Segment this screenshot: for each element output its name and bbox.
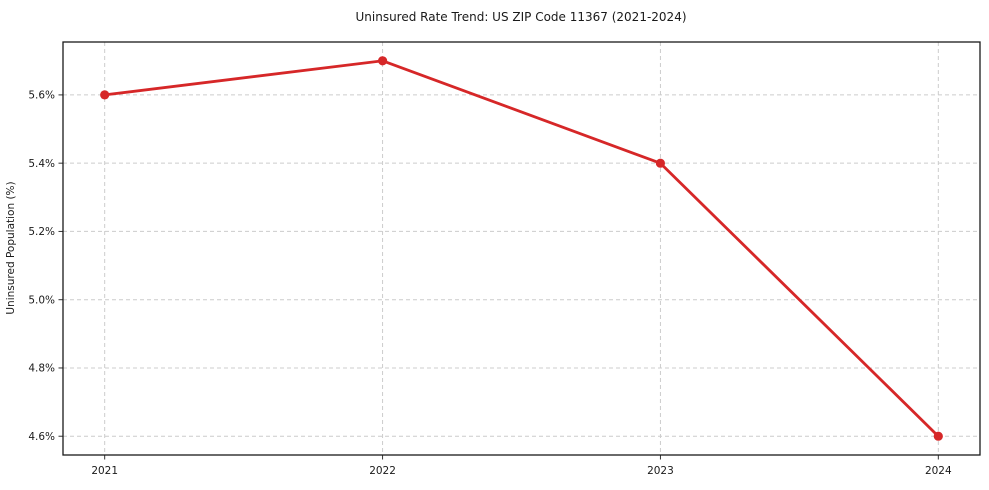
y-tick-label: 5.4%	[28, 158, 55, 170]
x-tick-label: 2022	[369, 465, 396, 477]
chart-canvas: 4.6% 4.8% 5.0% 5.2% 5.4% 5.6% 2021 2022 2023 2024	[28, 41, 981, 477]
y-tick-label: 4.6%	[28, 431, 55, 443]
x-tick-label: 2023	[647, 465, 674, 477]
y-tick-label: 5.2%	[28, 226, 55, 238]
plot-border	[62, 41, 981, 456]
data-point-marker	[655, 158, 666, 168]
data-point-marker	[100, 90, 110, 100]
y-tick-label: 5.0%	[28, 294, 55, 306]
y-tick-label: 4.8%	[28, 363, 55, 375]
data-point-marker	[378, 56, 388, 66]
trend-line	[103, 59, 940, 438]
x-tick-label: 2024	[925, 465, 952, 477]
y-axis-label: Uninsured Population (%)	[5, 181, 17, 314]
y-tick-label: 5.6%	[28, 90, 55, 102]
chart-title: Uninsured Rate Trend: US ZIP Code 11367 …	[355, 10, 686, 24]
data-point-marker	[933, 431, 943, 441]
x-tick-label: 2021	[91, 465, 118, 477]
